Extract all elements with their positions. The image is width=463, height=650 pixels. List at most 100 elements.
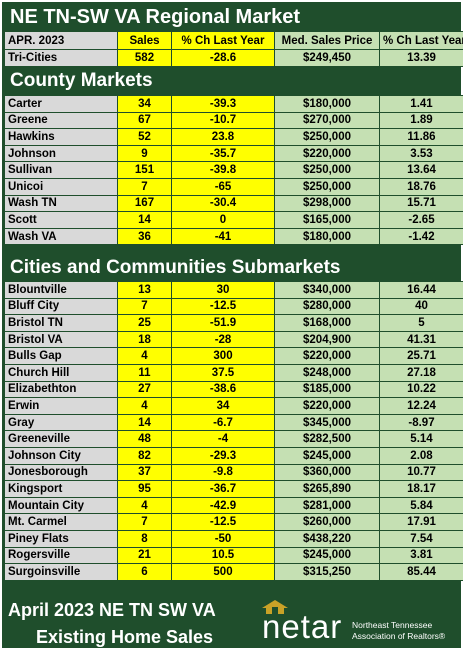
table-row: Piney Flats 8 -50 $438,220 7.54 [4,529,463,548]
table-row: Surgoinsville 6 500 $315,250 85.44 [4,563,463,581]
cell-name: Piney Flats [4,529,118,548]
table-row: Jonesborough 37 -9.8 $360,000 10.77 [4,463,463,482]
header-period: APR. 2023 [4,31,118,50]
cell-sales: 7 [117,177,172,196]
cell-pct-sales: 37.5 [171,363,275,382]
cell-name: Erwin [4,397,118,415]
cell-pct-sales: -35.7 [171,144,275,163]
footer-line-2: Existing Home Sales [36,627,214,647]
cell-pct-price: 3.81 [379,546,463,565]
cell-pct-price: 13.64 [379,161,463,179]
cell-price: $165,000 [274,211,380,229]
cell-name: Wash TN [4,194,118,213]
table-row: Johnson City 82 -29.3 $245,000 2.08 [4,446,463,465]
region-table: APR. 2023 Sales % Ch Last Year Med. Sale… [4,31,463,67]
cell-pct-sales: -29.3 [171,446,275,465]
cell-name: Unicoi [4,177,118,196]
cell-price: $340,000 [274,281,380,299]
cell-pct-price: 7.54 [379,529,463,548]
cell-sales: 36 [117,227,172,246]
cell-price: $245,000 [274,546,380,565]
cell-pct-sales: -9.8 [171,463,275,482]
table-row: Tri-Cities 582 -28.6 $249,450 13.39 [4,49,463,67]
cell-name: Rogersville [4,546,118,565]
cell-name: Johnson City [4,446,118,465]
cell-sales: 4 [117,347,172,365]
table-row: Gray 14 -6.7 $345,000 -8.97 [4,413,463,432]
cell-name: Scott [4,211,118,229]
cell-name: Bristol VA [4,330,118,349]
cell-price: $438,220 [274,529,380,548]
county-table: Carter 34 -39.3 $180,000 1.41 Greene 67 -10.7 $2… [4,95,463,246]
cities-table: Blountville 13 30 $340,000 16.44 Bluff City 7-… [4,281,463,581]
table-header-row: APR. 2023 Sales % Ch Last Year Med. Sale… [4,31,463,50]
cell-sales: 4 [117,496,172,515]
cell-sales: 167 [117,194,172,213]
cell-price: $345,000 [274,413,380,432]
cell-sales: 11 [117,363,172,382]
table-row: Sullivan 151 -39.8 $250,000 13.64 [4,161,463,179]
cell-name: Blountville [4,281,118,299]
cell-price: $281,000 [274,496,380,515]
cell-name: Bristol TN [4,314,118,332]
cell-name: Surgoinsville [4,563,118,581]
cell-pct-price: 5.84 [379,496,463,515]
cell-name: Mountain City [4,496,118,515]
cell-name: Gray [4,413,118,432]
cell-pct-sales: -50 [171,529,275,548]
cell-pct-sales: -39.3 [171,95,275,113]
cell-pct-sales: -28 [171,330,275,349]
cell-name: Elizabethton [4,380,118,399]
netar-logo: netar Northeast Tennessee Association of… [260,600,460,648]
cell-price: $265,890 [274,480,380,498]
cell-price: $220,000 [274,347,380,365]
cell-pct-sales: 500 [171,563,275,581]
logo-tagline-2: Association of Realtors® [352,631,446,641]
cell-price: $250,000 [274,128,380,146]
table-row: Mt. Carmel 7 -12.5 $260,000 17.91 [4,513,463,531]
cell-pct-price: 1.89 [379,111,463,130]
footer-line-1: April 2023 NE TN SW VA [8,600,216,620]
table-row: Greene 67 -10.7 $270,000 1.89 [4,111,463,130]
cell-pct-price: 13.39 [379,49,463,67]
cell-price: $360,000 [274,463,380,482]
table-row: Erwin 4 34 $220,000 12.24 [4,397,463,415]
cell-pct-sales: -41 [171,227,275,246]
table-row: Kingsport 95 -36.7 $265,890 18.17 [4,480,463,498]
cell-pct-sales: -39.8 [171,161,275,179]
cell-name: Sullivan [4,161,118,179]
logo-wordmark: netar [262,608,343,645]
cell-name: Tri-Cities [4,49,118,67]
cell-sales: 9 [117,144,172,163]
cell-pct-price: 11.86 [379,128,463,146]
cell-pct-price: 5.14 [379,430,463,448]
cell-pct-price: 1.41 [379,95,463,113]
cell-sales: 14 [117,211,172,229]
header-sales: Sales [117,31,172,50]
cell-price: $280,000 [274,297,380,316]
cell-pct-sales: 34 [171,397,275,415]
table-row: Bristol VA 18 -28 $204,900 41.31 [4,330,463,349]
cell-pct-price: 18.17 [379,480,463,498]
table-row: Carter 34 -39.3 $180,000 1.41 [4,95,463,113]
cell-pct-price: -1.42 [379,227,463,246]
cell-pct-sales: 10.5 [171,546,275,565]
table-row: Bristol TN 25 -51.9 $168,000 5 [4,314,463,332]
cell-price: $220,000 [274,397,380,415]
cell-sales: 14 [117,413,172,432]
cell-sales: 52 [117,128,172,146]
cell-name: Greeneville [4,430,118,448]
cell-sales: 67 [117,111,172,130]
cell-pct-price: 27.18 [379,363,463,382]
cell-price: $298,000 [274,194,380,213]
logo-tagline-1: Northeast Tennessee [352,620,433,630]
cell-pct-sales: -10.7 [171,111,275,130]
table-row: Wash TN 167 -30.4 $298,000 15.71 [4,194,463,213]
cell-pct-sales: -38.6 [171,380,275,399]
cell-sales: 82 [117,446,172,465]
table-row: Bulls Gap 4 300 $220,000 25.71 [4,347,463,365]
cell-sales: 4 [117,397,172,415]
cell-price: $248,000 [274,363,380,382]
cell-price: $220,000 [274,144,380,163]
